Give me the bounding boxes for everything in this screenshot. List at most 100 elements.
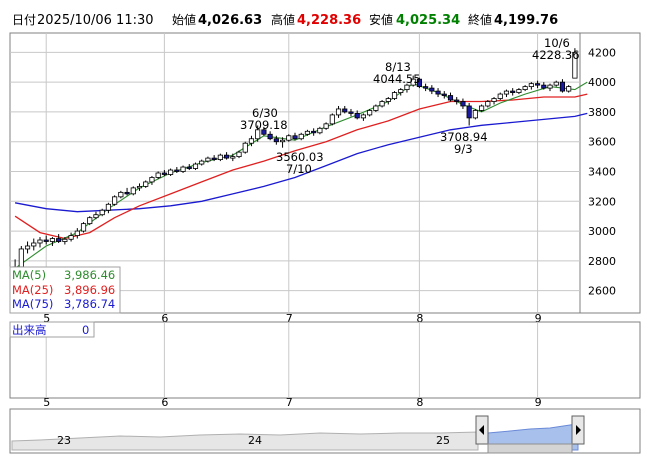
candle-body-60 xyxy=(385,98,391,102)
candle-body-26 xyxy=(174,169,180,172)
high-value: 4,228.36 xyxy=(297,13,361,28)
candle-body-4 xyxy=(37,239,43,244)
candle-body-20 xyxy=(136,186,143,189)
month-tick-label-5: 5 xyxy=(43,312,50,325)
date-label: 日付 xyxy=(12,13,36,27)
candle-body-33 xyxy=(217,154,223,160)
price-tick-label-2800: 2800 xyxy=(588,255,616,268)
moving-average-lines xyxy=(14,81,588,269)
candle-body-73 xyxy=(466,105,472,119)
candle-body-44 xyxy=(286,135,292,141)
candle-body-66 xyxy=(423,86,429,89)
candle-body-30 xyxy=(199,160,205,165)
open-value: 4,026.63 xyxy=(198,13,262,28)
ma75-line xyxy=(14,112,588,213)
ma-legend: MA(5) 3,986.46 MA(25) 3,896.96 MA(75) 3,… xyxy=(9,266,121,314)
candle-body-79 xyxy=(503,90,510,95)
candle-body-85 xyxy=(541,84,547,89)
candle-body-2 xyxy=(24,245,31,250)
candle-body-90 xyxy=(572,51,578,79)
candle-body-87 xyxy=(553,81,559,86)
candle-body-47 xyxy=(304,130,311,135)
candle-body-19 xyxy=(130,187,136,195)
candle-body-59 xyxy=(379,101,385,107)
price-tick-label-3200: 3200 xyxy=(588,195,616,208)
volume-label: 出来高 xyxy=(12,323,47,337)
month-tick-label-7: 7 xyxy=(286,312,293,325)
open-label: 始値 xyxy=(172,12,196,27)
candle-body-69 xyxy=(441,93,447,96)
candle-body-43 xyxy=(279,139,286,143)
candle-body-68 xyxy=(435,90,441,95)
candle-body-78 xyxy=(497,93,503,99)
volume-month-tick-label-7: 7 xyxy=(286,396,293,409)
volume-grid xyxy=(45,322,539,398)
candle-body-46 xyxy=(298,133,304,140)
candle-body-57 xyxy=(367,110,373,116)
candle-body-50 xyxy=(323,123,329,129)
candle-body-38 xyxy=(248,138,255,144)
candle-body-71 xyxy=(454,99,460,102)
candle-body-51 xyxy=(329,114,335,125)
ann-aug13-value: 4044.55 xyxy=(373,72,421,86)
ann-jun30-value: 3709.18 xyxy=(240,118,288,132)
candle-body-7 xyxy=(56,238,62,242)
close-value: 4,199.76 xyxy=(494,13,558,28)
month-tick-label-6: 6 xyxy=(161,312,168,325)
ann-aug13-date: 8/13 xyxy=(385,60,411,74)
candle-body-52 xyxy=(335,108,342,116)
candle-body-34 xyxy=(224,154,230,159)
legend-ma5-value: 3,986.46 xyxy=(64,268,115,282)
candle-body-12 xyxy=(87,217,93,225)
range-navigator[interactable]: 23 24 25 xyxy=(9,408,641,454)
candle-body-82 xyxy=(522,86,528,90)
price-annotations: 6/30 3709.18 3560.03 7/10 8/13 4044.55 3… xyxy=(240,36,580,176)
candle-body-25 xyxy=(168,169,174,175)
month-tick-label-9: 9 xyxy=(535,312,542,325)
candle-body-55 xyxy=(354,113,360,119)
ma25-line xyxy=(14,93,588,240)
candle-body-48 xyxy=(311,130,317,134)
volume-month-tick-label-9: 9 xyxy=(535,396,542,409)
candle-body-81 xyxy=(516,89,522,93)
candle-body-75 xyxy=(479,105,485,111)
ma5-line xyxy=(14,81,588,269)
low-value: 4,025.34 xyxy=(396,13,460,28)
legend-ma25-value: 3,896.96 xyxy=(64,283,115,297)
candle-body-62 xyxy=(398,89,404,93)
candle-body-15 xyxy=(105,203,111,211)
legend-ma25-name: MA(25) xyxy=(12,283,53,297)
candle-body-5 xyxy=(43,239,49,242)
ann-sep3-value: 3708.94 xyxy=(440,130,488,144)
month-tick-label-8: 8 xyxy=(416,312,423,325)
candle-body-41 xyxy=(267,133,273,140)
date-value: 2025/10/06 11:30 xyxy=(37,13,154,28)
price-chart-frame xyxy=(9,32,641,314)
candle-body-39 xyxy=(255,129,261,140)
candle-body-83 xyxy=(528,83,534,88)
price-tick-label-4000: 4000 xyxy=(588,76,616,89)
ohlc-header: 日付 2025/10/06 11:30 始値 4,026.63 高値 4,228… xyxy=(12,12,558,28)
volume-month-tick-label-5: 5 xyxy=(43,396,50,409)
candle-body-76 xyxy=(485,101,491,107)
candle-body-72 xyxy=(460,101,466,107)
price-tick-label-2600: 2600 xyxy=(588,285,616,298)
navigator-label-24: 24 xyxy=(248,434,262,447)
navigator-scrollbar[interactable] xyxy=(487,443,573,454)
navigator-label-23: 23 xyxy=(57,434,71,447)
candle-body-53 xyxy=(342,108,348,113)
price-tick-label-3800: 3800 xyxy=(588,106,616,119)
chevron-right-icon xyxy=(576,425,581,435)
candle-body-35 xyxy=(230,156,236,159)
ann-sep3-date: 9/3 xyxy=(454,142,473,156)
candle-body-21 xyxy=(143,181,149,187)
close-label: 終値 xyxy=(468,12,492,27)
candle-body-29 xyxy=(192,163,199,169)
candle-body-37 xyxy=(242,142,248,153)
candle-body-18 xyxy=(124,191,130,195)
volume-month-tick-label-8: 8 xyxy=(416,396,423,409)
candle-body-31 xyxy=(205,157,211,162)
price-tick-label-3600: 3600 xyxy=(588,136,616,149)
volume-month-tick-label-6: 6 xyxy=(161,396,168,409)
